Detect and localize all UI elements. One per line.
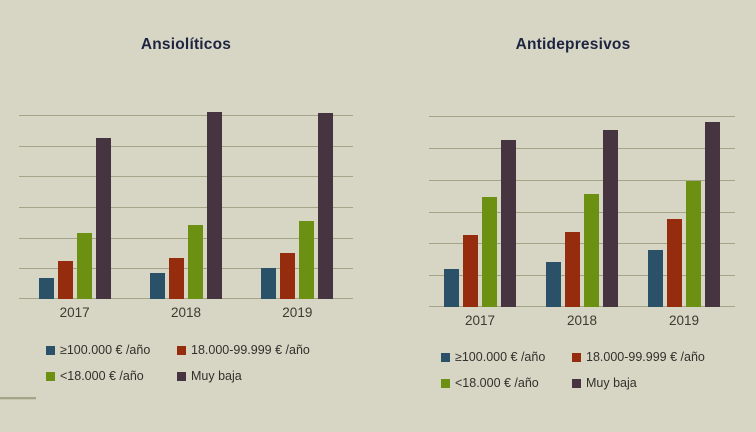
bar-blue-2019 bbox=[648, 249, 663, 307]
gridline bbox=[19, 115, 353, 116]
gridline bbox=[19, 176, 353, 178]
legend-marker bbox=[441, 352, 450, 362]
bar-blue-2018 bbox=[150, 272, 165, 299]
plot-area: 2017 2018 2019 bbox=[19, 111, 353, 320]
x-tick-label: 2019 bbox=[668, 313, 700, 328]
bar-green-2019 bbox=[299, 220, 315, 299]
gridline bbox=[429, 275, 735, 277]
bar-red-2017 bbox=[463, 235, 478, 307]
gridline bbox=[429, 306, 735, 307]
legend-item: <18.000 € /año bbox=[441, 376, 572, 390]
x-tick-label: 2017 bbox=[59, 305, 90, 320]
chart-title: Ansiolíticos bbox=[140, 36, 232, 53]
gridline bbox=[429, 116, 735, 117]
x-tick-label: 2018 bbox=[170, 305, 202, 320]
bar-blue-2019 bbox=[261, 268, 277, 299]
legend-marker bbox=[441, 378, 450, 388]
legend-marker bbox=[46, 371, 55, 381]
bar-blue-2017 bbox=[38, 277, 54, 299]
bar-red-2019 bbox=[667, 219, 682, 307]
bar-green-2017 bbox=[482, 197, 497, 307]
bar-purple-2018 bbox=[207, 111, 222, 299]
gridline bbox=[19, 145, 353, 147]
bar-red-2018 bbox=[565, 232, 580, 307]
legend: ≥100.000 € /año 18.000-99.999 € /año <18.0… bbox=[441, 350, 705, 390]
partial-gridline-stub bbox=[0, 397, 36, 400]
legend-label: ≥100.000 € /año bbox=[60, 343, 151, 357]
legend-marker bbox=[572, 378, 581, 388]
legend-label: <18.000 € /año bbox=[455, 376, 539, 390]
chart-title: Antidepresivos bbox=[515, 36, 631, 53]
x-tick-label: 2018 bbox=[566, 313, 598, 328]
gridline bbox=[429, 179, 735, 181]
legend-label: 18.000-99.999 € /año bbox=[191, 343, 310, 357]
legend-marker bbox=[46, 345, 55, 355]
bar-purple-2017 bbox=[95, 138, 111, 299]
legend-marker bbox=[177, 371, 186, 381]
plot-area: 2017 2018 2019 bbox=[429, 116, 735, 328]
bar-purple-2019 bbox=[318, 113, 334, 299]
legend-item: 18.000-99.999 € /año bbox=[572, 350, 705, 364]
legend-marker bbox=[572, 352, 581, 362]
x-tick-label: 2019 bbox=[282, 305, 313, 320]
bar-green-2017 bbox=[76, 233, 92, 299]
legend-item: ≥100.000 € /año bbox=[441, 350, 572, 364]
legend-item: ≥100.000 € /año bbox=[46, 343, 177, 357]
bar-blue-2017 bbox=[444, 268, 459, 307]
gridline bbox=[19, 268, 353, 270]
legend-item: Muy baja bbox=[572, 376, 705, 390]
bar-purple-2017 bbox=[501, 139, 516, 307]
gridline bbox=[429, 147, 735, 149]
gridline bbox=[429, 243, 735, 245]
legend-label: Muy baja bbox=[191, 369, 242, 383]
gridline bbox=[19, 237, 353, 239]
bar-red-2018 bbox=[169, 257, 184, 299]
bar-blue-2018 bbox=[546, 262, 561, 307]
bar-green-2018 bbox=[188, 225, 203, 299]
legend-label: ≥100.000 € /año bbox=[455, 350, 546, 364]
legend-label: 18.000-99.999 € /año bbox=[586, 350, 705, 364]
gridline bbox=[19, 298, 353, 299]
legend-label: <18.000 € /año bbox=[60, 369, 144, 383]
legend: ≥100.000 € /año 18.000-99.999 € /año <18.0… bbox=[46, 343, 310, 383]
legend-item: <18.000 € /año bbox=[46, 369, 177, 383]
gridline bbox=[429, 211, 735, 213]
bar-green-2019 bbox=[686, 181, 701, 307]
bar-red-2017 bbox=[57, 260, 73, 299]
bar-green-2018 bbox=[584, 194, 599, 307]
legend-marker bbox=[177, 345, 186, 355]
x-tick-label: 2017 bbox=[464, 313, 496, 328]
bar-purple-2018 bbox=[603, 130, 618, 307]
gridline bbox=[19, 207, 353, 208]
legend-label: Muy baja bbox=[586, 376, 637, 390]
bar-purple-2019 bbox=[705, 122, 720, 307]
legend-item: 18.000-99.999 € /año bbox=[177, 343, 310, 357]
legend-item: Muy baja bbox=[177, 369, 310, 383]
bar-red-2019 bbox=[280, 253, 296, 299]
